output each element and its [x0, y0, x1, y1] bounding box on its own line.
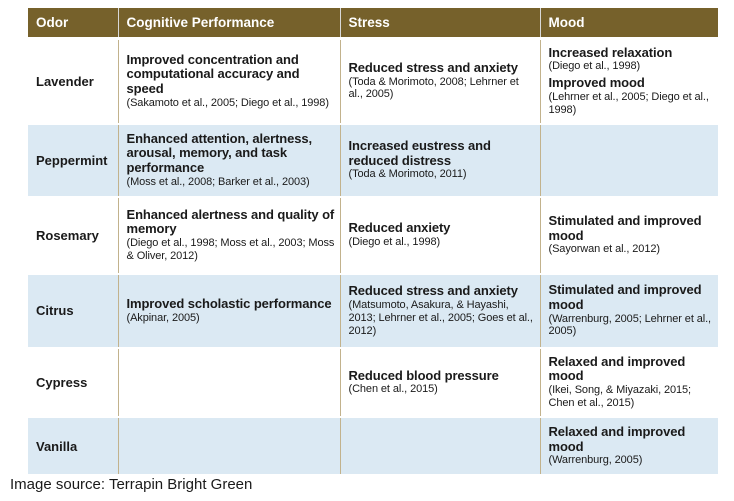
citation-text: (Diego et al., 1998) — [548, 60, 641, 73]
citation-text: (Toda & Morimoto, 2011) — [348, 168, 467, 181]
table-row-lavender: Lavender Improved concentration and compu… — [28, 38, 718, 125]
header-row: Odor Cognitive Performance Stress Mood — [28, 8, 718, 40]
header-stress: Stress — [340, 8, 541, 40]
effect-text: Increased relaxation — [548, 44, 673, 60]
odor-name: Vanilla — [28, 417, 119, 477]
stress-cell — [340, 417, 541, 477]
image-source-caption: Image source: Terrapin Bright Green — [10, 476, 253, 493]
citation-text: (Ikei, Song, & Miyazaki, 2015; Chen et a… — [548, 384, 692, 410]
effect-text: Reduced blood pressure — [348, 367, 499, 383]
table-row-cypress: Cypress Reduced blood pressure (Chen et al… — [28, 347, 718, 419]
citation-text: (Lehrner et al., 2005; Diego et al., 199… — [548, 90, 709, 116]
effect-text: Stimulated and improved mood — [548, 282, 702, 312]
mood-cell: Increased relaxation (Diego et al., 1998)… — [540, 38, 718, 125]
header-mood: Mood — [540, 8, 718, 40]
effect-text: Improved mood — [548, 75, 645, 91]
header-cognitive-performance: Cognitive Performance — [118, 8, 341, 40]
cognitive-cell: Enhanced attention, alertness, arousal, … — [118, 123, 341, 198]
cognitive-cell: Enhanced alertness and quality of memory… — [118, 196, 341, 275]
stress-cell: Reduced blood pressure (Chen et al., 2015… — [340, 347, 541, 419]
cognitive-cell — [118, 347, 341, 419]
citation-text: (Toda & Morimoto, 2008; Lehrner et al., … — [348, 75, 519, 101]
citation-text: (Chen et al., 2015) — [348, 383, 438, 396]
table-row-peppermint: Peppermint Enhanced attention, alertness,… — [28, 123, 718, 198]
effect-text: Relaxed and improved mood — [548, 423, 686, 454]
effect-text: Enhanced alertness and quality of memory — [126, 206, 335, 237]
effect-text: Relaxed and improved mood — [548, 353, 686, 384]
table-row-citrus: Citrus Improved scholastic performance (Ak… — [28, 273, 718, 349]
stress-cell: Reduced stress and anxiety (Matsumoto, As… — [340, 273, 541, 349]
odor-name: Citrus — [28, 273, 119, 349]
cognitive-cell — [118, 417, 341, 477]
effect-text: Reduced stress and anxiety — [348, 59, 518, 75]
table-row-rosemary: Rosemary Enhanced alertness and quality o… — [28, 196, 718, 275]
mood-cell: Relaxed and improved mood (Ikei, Song, & … — [540, 347, 718, 419]
effect-text: Reduced stress and anxiety — [348, 282, 518, 298]
effect-text: Stimulated and improved mood — [548, 213, 702, 243]
citation-text: (Warrenburg, 2005) — [548, 454, 643, 467]
citation-text: (Diego et al., 1998; Moss et al., 2003; … — [126, 237, 335, 262]
header-odor: Odor — [28, 8, 119, 40]
citation-text: (Akpinar, 2005) — [126, 311, 200, 324]
odor-effects-table: Odor Cognitive Performance Stress Mood L… — [28, 8, 718, 477]
odor-name: Peppermint — [28, 123, 119, 198]
stress-cell: Reduced stress and anxiety (Toda & Morimo… — [340, 38, 541, 125]
cognitive-cell: Improved concentration and computational… — [118, 38, 341, 125]
citation-text: (Diego et al., 1998) — [348, 236, 441, 249]
citation-text: (Moss et al., 2008; Barker et al., 2003) — [126, 175, 310, 188]
citation-text: (Sakamoto et al., 2005; Diego et al., 19… — [126, 96, 329, 109]
stress-cell: Reduced anxiety (Diego et al., 1998) — [340, 196, 541, 275]
mood-cell: Stimulated and improved mood (Sayorwan et… — [540, 196, 718, 275]
odor-name: Lavender — [28, 38, 119, 125]
odor-name: Cypress — [28, 347, 119, 419]
effect-text: Enhanced attention, alertness, arousal, … — [126, 130, 313, 176]
citation-text: (Matsumoto, Asakura, & Hayashi, 2013; Le… — [348, 298, 533, 337]
citation-text: (Warrenburg, 2005; Lehrner et al., 2005) — [548, 312, 712, 338]
effect-text: Reduced anxiety — [348, 220, 451, 236]
cognitive-cell: Improved scholastic performance (Akpinar,… — [118, 273, 341, 349]
odor-effects-table-container: Odor Cognitive Performance Stress Mood L… — [28, 8, 718, 477]
mood-cell — [540, 123, 718, 198]
mood-cell: Stimulated and improved mood (Warrenburg,… — [540, 273, 718, 349]
citation-text: (Sayorwan et al., 2012) — [548, 243, 661, 256]
stress-cell: Increased eustress and reduced distress(… — [340, 123, 541, 198]
mood-cell: Relaxed and improved mood (Warrenburg, 20… — [540, 417, 718, 477]
odor-name: Rosemary — [28, 196, 119, 275]
effect-text: Improved scholastic performance — [126, 295, 332, 311]
table-row-vanilla: Vanilla Relaxed and improved mood (Warrenb… — [28, 417, 718, 477]
effect-text: Increased eustress and reduced distress — [348, 138, 491, 168]
effect-text: Improved concentration and computational… — [126, 51, 300, 96]
